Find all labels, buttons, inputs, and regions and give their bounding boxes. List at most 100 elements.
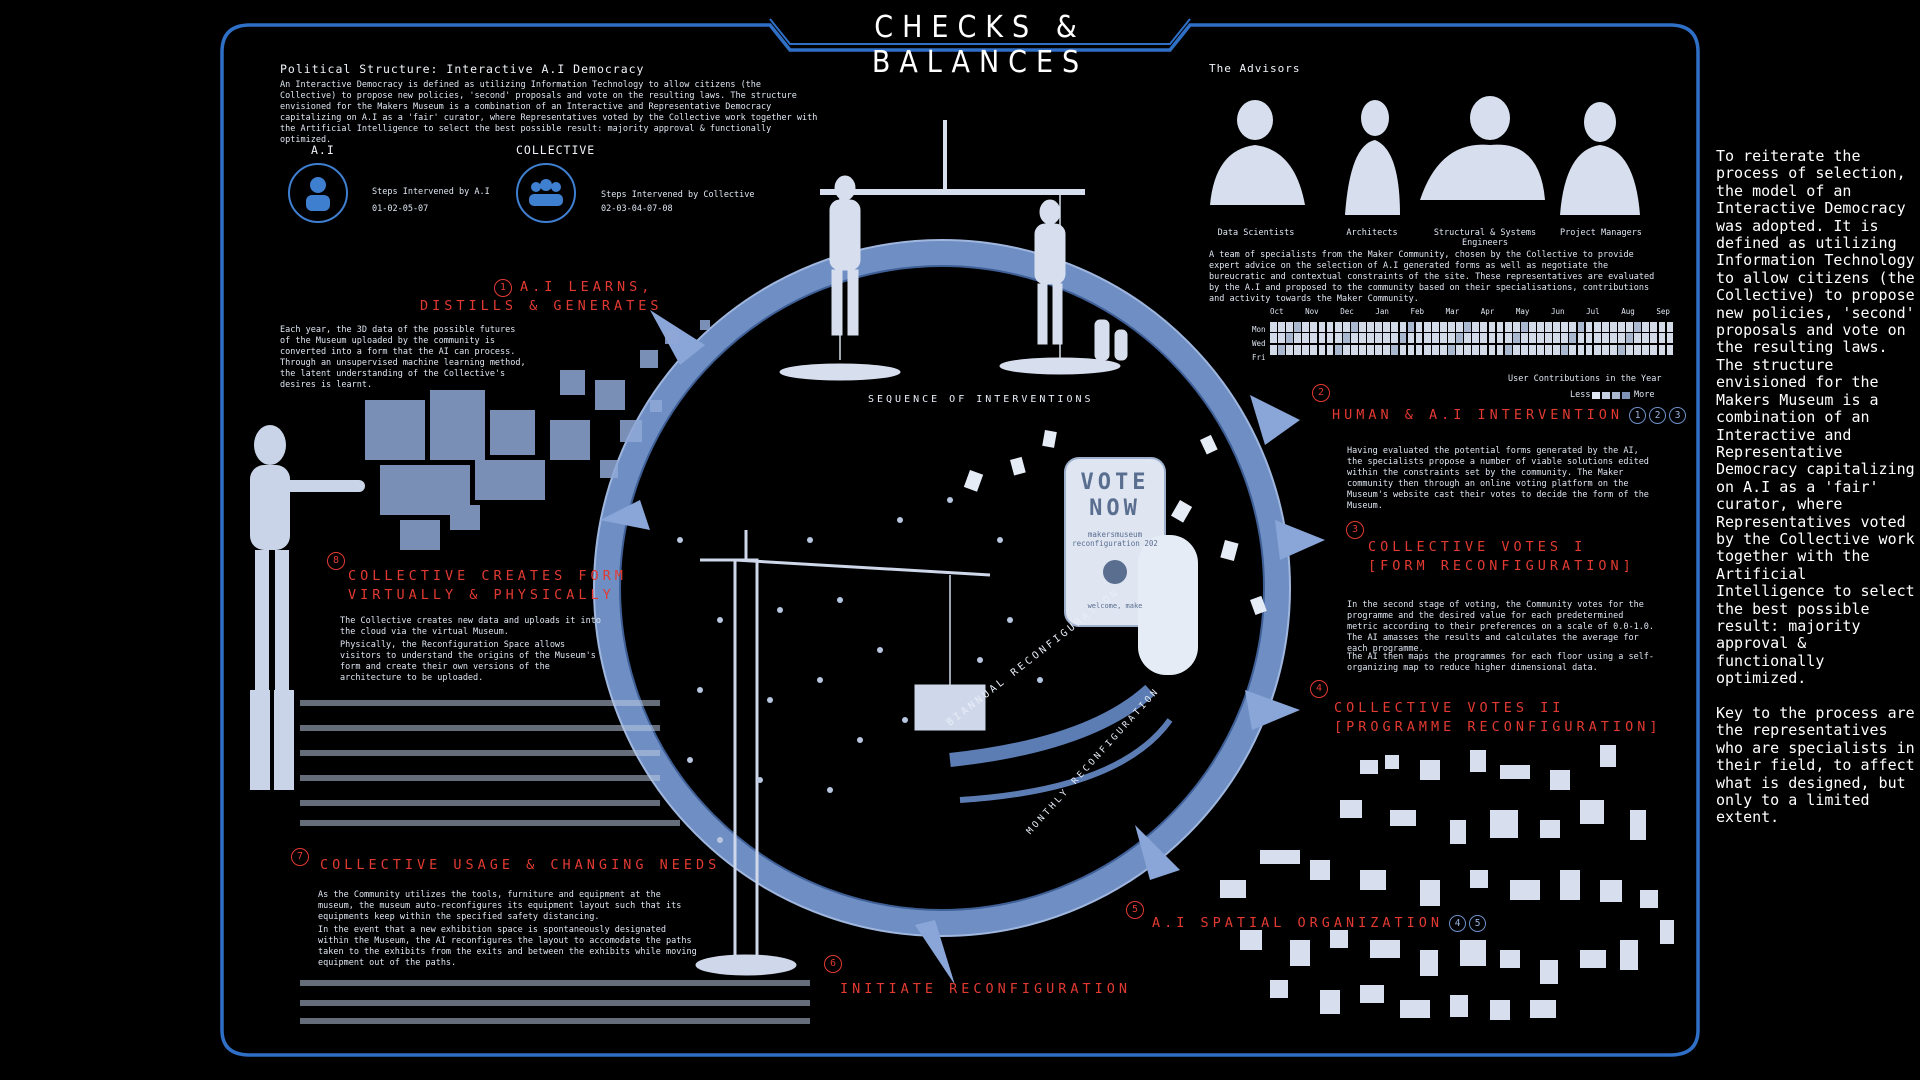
contribution-cell <box>1367 344 1374 355</box>
contribution-cell <box>1529 322 1536 332</box>
step-5-ref: 5 <box>1469 915 1487 932</box>
phone-vote-line2: NOW <box>1089 496 1141 521</box>
contribution-cell <box>1545 344 1552 355</box>
contribution-cell <box>1496 344 1504 355</box>
sequence-label: SEQUENCE OF INTERVENTIONS <box>868 394 1094 405</box>
contribution-cell <box>1650 322 1658 332</box>
advisor-role-project-managers: Project Managers <box>1560 228 1642 238</box>
contribution-cell <box>1561 344 1569 355</box>
step-2-title-row: HUMAN & A.I INTERVENTION 1 2 3 <box>1332 406 1687 425</box>
contribution-cell <box>1464 344 1472 355</box>
contribution-cell <box>1278 322 1285 332</box>
contribution-cell <box>1512 344 1520 355</box>
advisor-role-architects: Architects <box>1346 228 1398 238</box>
contribution-cell <box>1593 322 1601 332</box>
contribution-cell <box>1537 333 1544 344</box>
contribution-cell <box>1415 333 1423 344</box>
step-7-body-1: As the Community utilizes the tools, fur… <box>318 890 682 922</box>
contributions-caption: User Contributions in the Year <box>1508 374 1662 384</box>
advisor-role-data-scientists: Data Scientists <box>1217 228 1295 238</box>
contribution-cell <box>1431 344 1439 355</box>
contribution-cell <box>1270 333 1277 344</box>
month-label: Mar <box>1445 307 1460 316</box>
contribution-cell <box>1642 344 1650 355</box>
contribution-cell <box>1569 344 1577 355</box>
contribution-cell <box>1367 333 1374 344</box>
contribution-cell <box>1310 344 1318 355</box>
month-label: Aug <box>1621 307 1635 316</box>
contribution-cell <box>1302 322 1310 332</box>
contribution-cell <box>1488 333 1496 344</box>
contribution-cell <box>1545 333 1552 344</box>
step-2-number: 2 <box>1312 384 1330 402</box>
robot-figure-illustration <box>250 425 365 790</box>
contribution-cell <box>1448 333 1455 344</box>
contribution-cell <box>1480 344 1488 355</box>
legend-collective-label: COLLECTIVE <box>516 143 596 157</box>
contribution-cell <box>1601 322 1609 332</box>
contribution-cell <box>1464 333 1472 344</box>
legend-ai-steps: 01-02-05-07 <box>372 204 429 214</box>
contribution-cell <box>1456 322 1463 332</box>
panel-frame <box>220 23 1700 1057</box>
month-label: Dec <box>1340 307 1354 316</box>
advisor-role-engineers: Structural & Systems Engineers <box>1433 228 1537 248</box>
contribution-cell <box>1407 333 1415 344</box>
step-1-title-line1: A.I LEARNS, <box>520 279 654 295</box>
month-label: Nov <box>1305 307 1319 316</box>
day-label: Fri <box>1252 353 1266 362</box>
contribution-cell <box>1472 322 1480 332</box>
step-3-title-line1: COLLECTIVE VOTES I <box>1368 539 1587 555</box>
month-label: May <box>1515 307 1530 316</box>
contribution-cell <box>1456 333 1463 344</box>
contribution-cell <box>1553 333 1561 344</box>
contribution-cell <box>1504 344 1512 355</box>
phone-vote-text: VOTE NOW <box>1075 470 1155 522</box>
contribution-cell <box>1302 344 1310 355</box>
step-3-title-line2: [FORM RECONFIGURATION] <box>1368 558 1635 574</box>
advisor-busts-illustration <box>1210 96 1640 215</box>
contribution-cell <box>1545 322 1552 332</box>
contribution-cell <box>1391 344 1399 355</box>
contribution-cell <box>1520 322 1528 332</box>
contribution-cell <box>1383 344 1391 355</box>
contribution-cell <box>1294 344 1302 355</box>
crowd-illustration <box>677 497 1043 843</box>
contribution-cell <box>1318 344 1326 355</box>
collective-group-icon <box>516 163 576 223</box>
contribution-cell <box>1618 344 1625 355</box>
contribution-cell <box>1431 322 1439 332</box>
step-5-number: 5 <box>1126 901 1144 919</box>
contribution-cell <box>1334 333 1342 344</box>
political-body: An Interactive Democracy is defined as u… <box>280 80 818 145</box>
contribution-cell <box>1431 333 1439 344</box>
contribution-cell <box>1286 333 1293 344</box>
contribution-cell <box>1520 333 1528 344</box>
figures-rows-illustration <box>300 700 810 1024</box>
step-4-title-line1: COLLECTIVE VOTES II <box>1334 700 1565 716</box>
contribution-cell <box>1391 322 1399 332</box>
month-label: Jul <box>1586 307 1600 316</box>
scale-swatch <box>1602 392 1610 399</box>
vote-phone-illustration <box>1064 457 1198 675</box>
contribution-cell <box>1423 322 1431 332</box>
contribution-cell <box>1642 322 1650 332</box>
contribution-cell <box>1310 333 1318 344</box>
step-1-number: 1 <box>494 279 512 297</box>
legend-collective-steps-title: Steps Intervened by Collective <box>601 190 755 200</box>
step-3-number: 3 <box>1346 521 1364 539</box>
phone-footer-text: welcome, make <box>1087 602 1143 610</box>
contribution-cell <box>1359 344 1366 355</box>
contribution-cell <box>1399 344 1407 355</box>
step-2-body: Having evaluated the potential forms gen… <box>1347 446 1649 511</box>
contribution-cell <box>1496 322 1504 332</box>
contribution-cell <box>1480 333 1488 344</box>
ballot-papers-illustration <box>963 429 1267 616</box>
contribution-cell <box>1342 344 1350 355</box>
contribution-cell <box>1375 344 1383 355</box>
contribution-cell <box>1593 344 1601 355</box>
contribution-cell <box>1334 344 1342 355</box>
contribution-cell <box>1464 322 1472 332</box>
contribution-cell <box>1650 344 1658 355</box>
